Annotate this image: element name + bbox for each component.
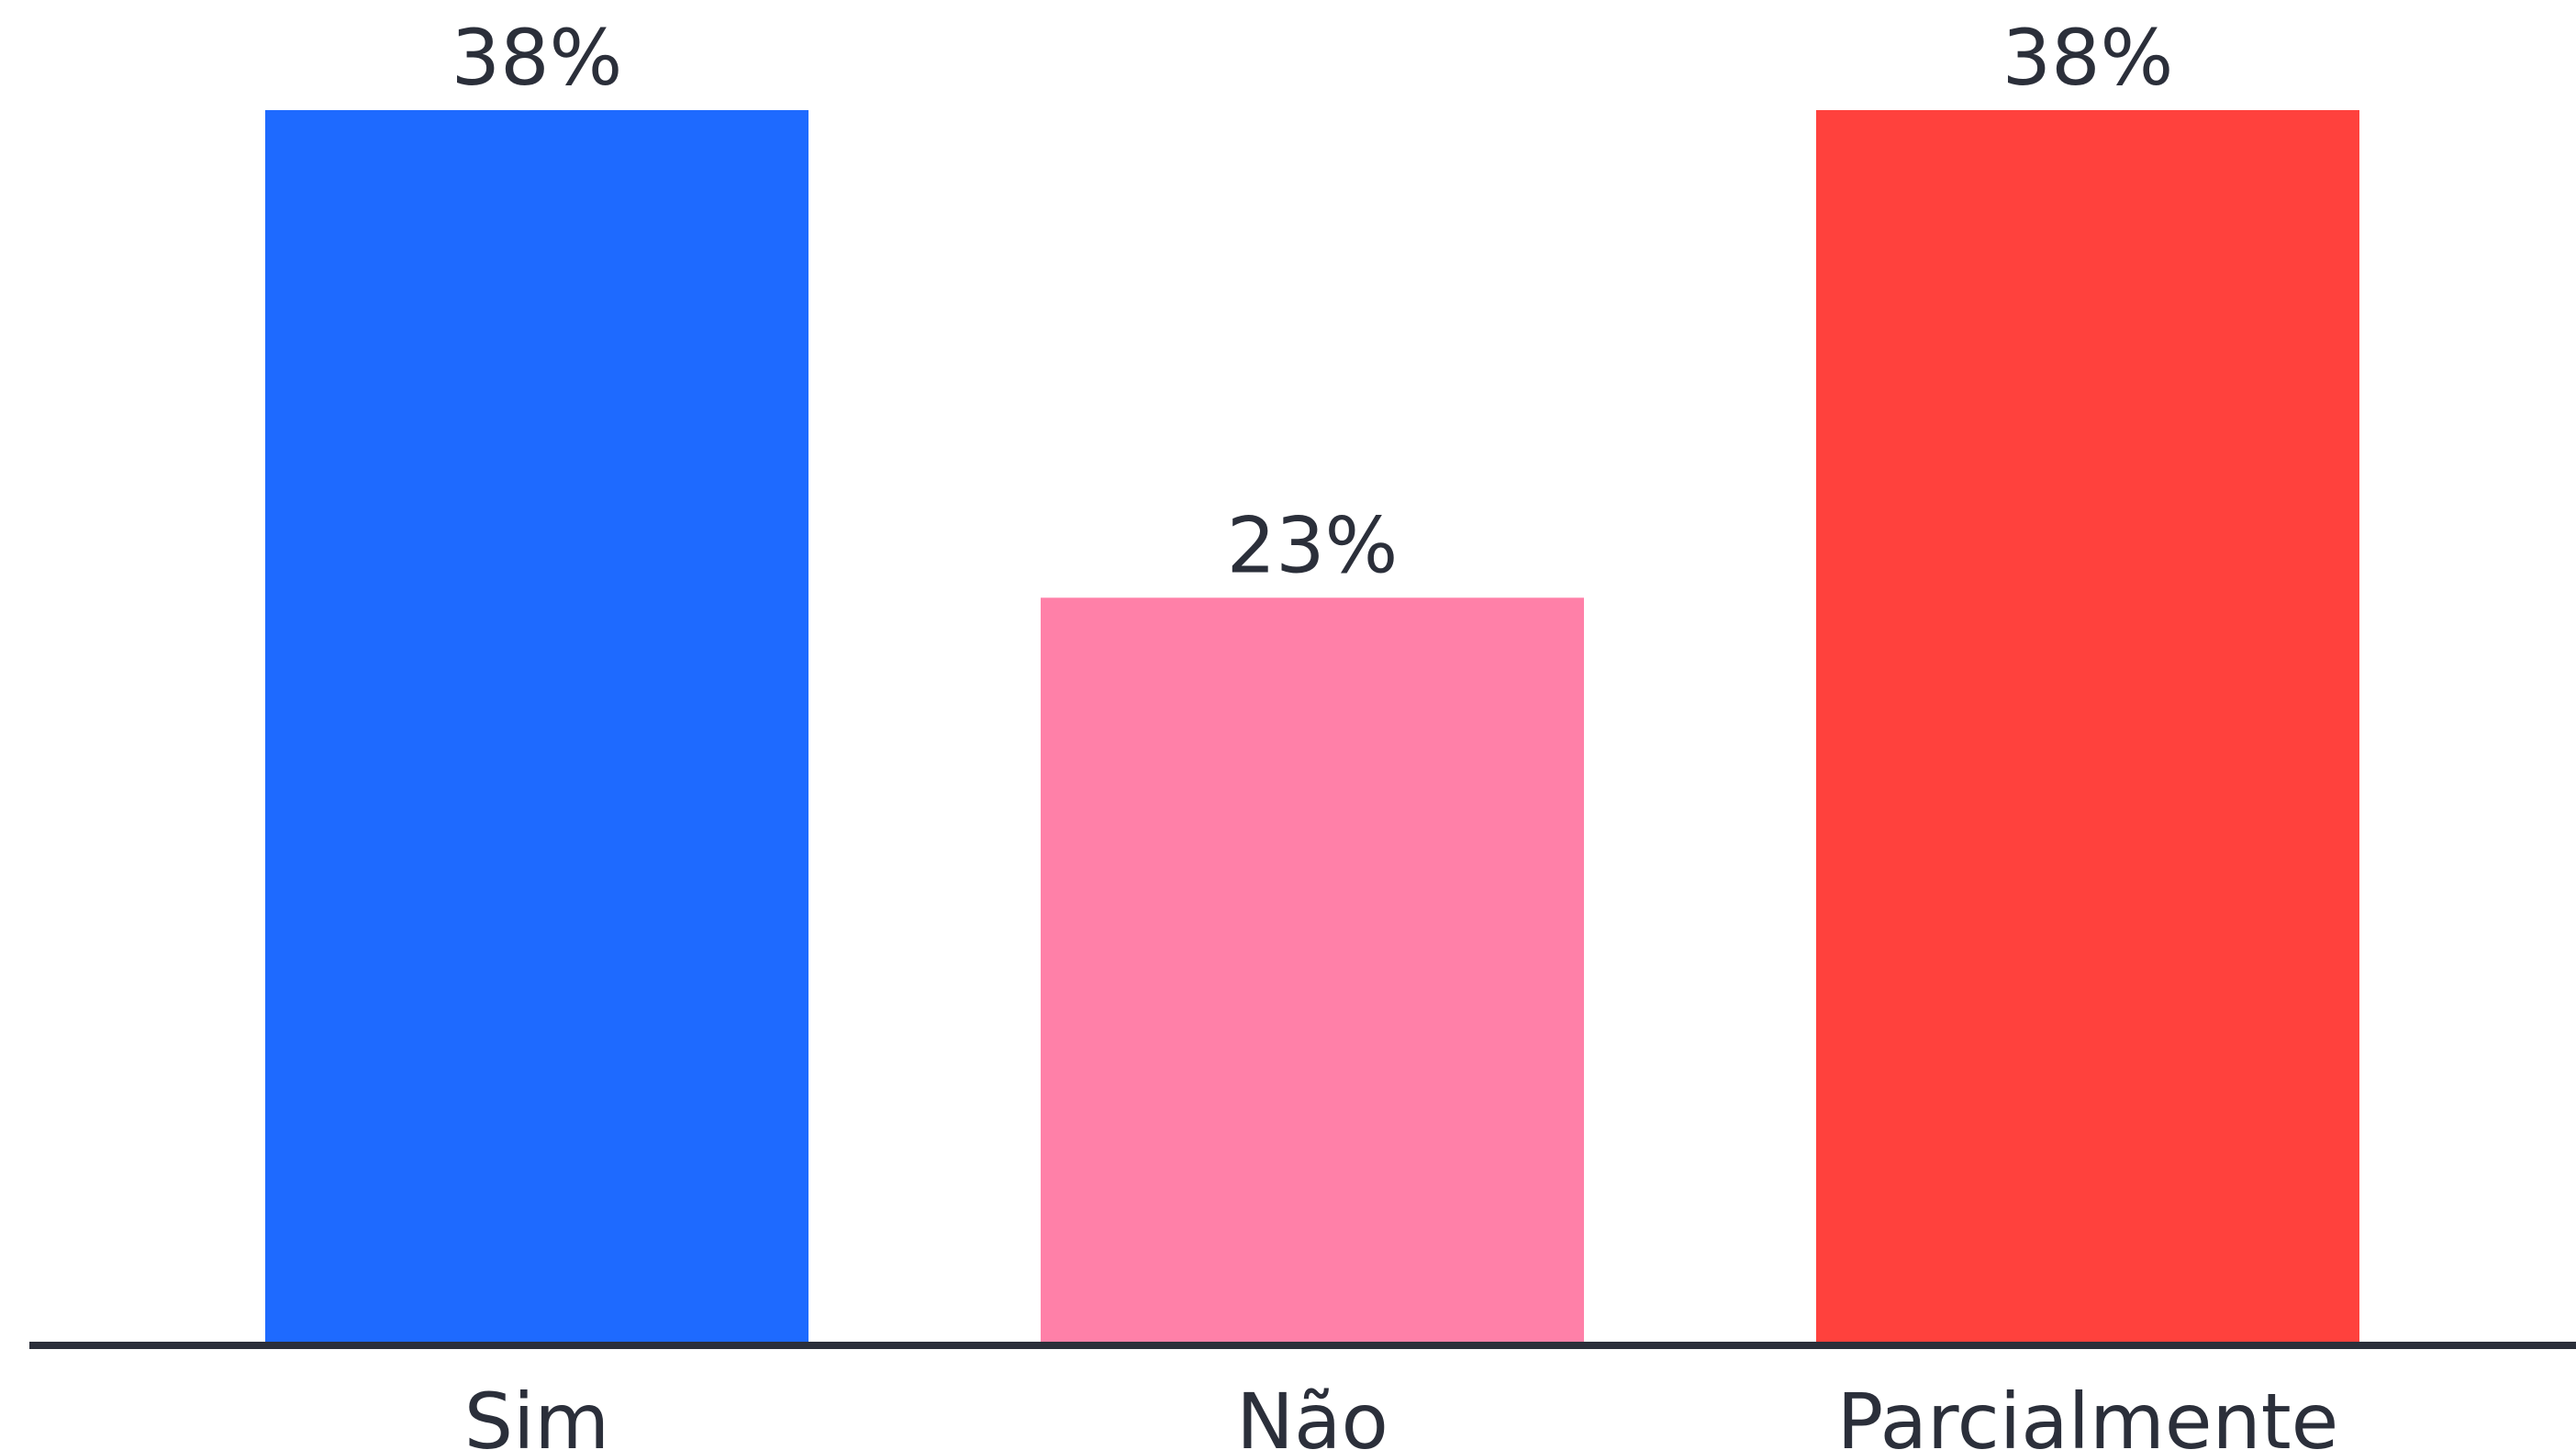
value-labels-group: 38% 23% 38% (452, 13, 2174, 590)
bars-group (265, 110, 2359, 1345)
value-label: 38% (2002, 13, 2174, 103)
category-label: Não (1236, 1377, 1388, 1450)
category-labels-group: Sim Não Parcialmente (464, 1377, 2339, 1450)
value-label: 38% (452, 13, 623, 103)
value-label: 23% (1227, 500, 1399, 590)
bar-parcialmente (1816, 110, 2359, 1345)
bar-nao (1041, 597, 1584, 1345)
bar-sim (265, 110, 808, 1345)
category-label: Sim (464, 1377, 609, 1450)
category-label: Parcialmente (1837, 1377, 2339, 1450)
